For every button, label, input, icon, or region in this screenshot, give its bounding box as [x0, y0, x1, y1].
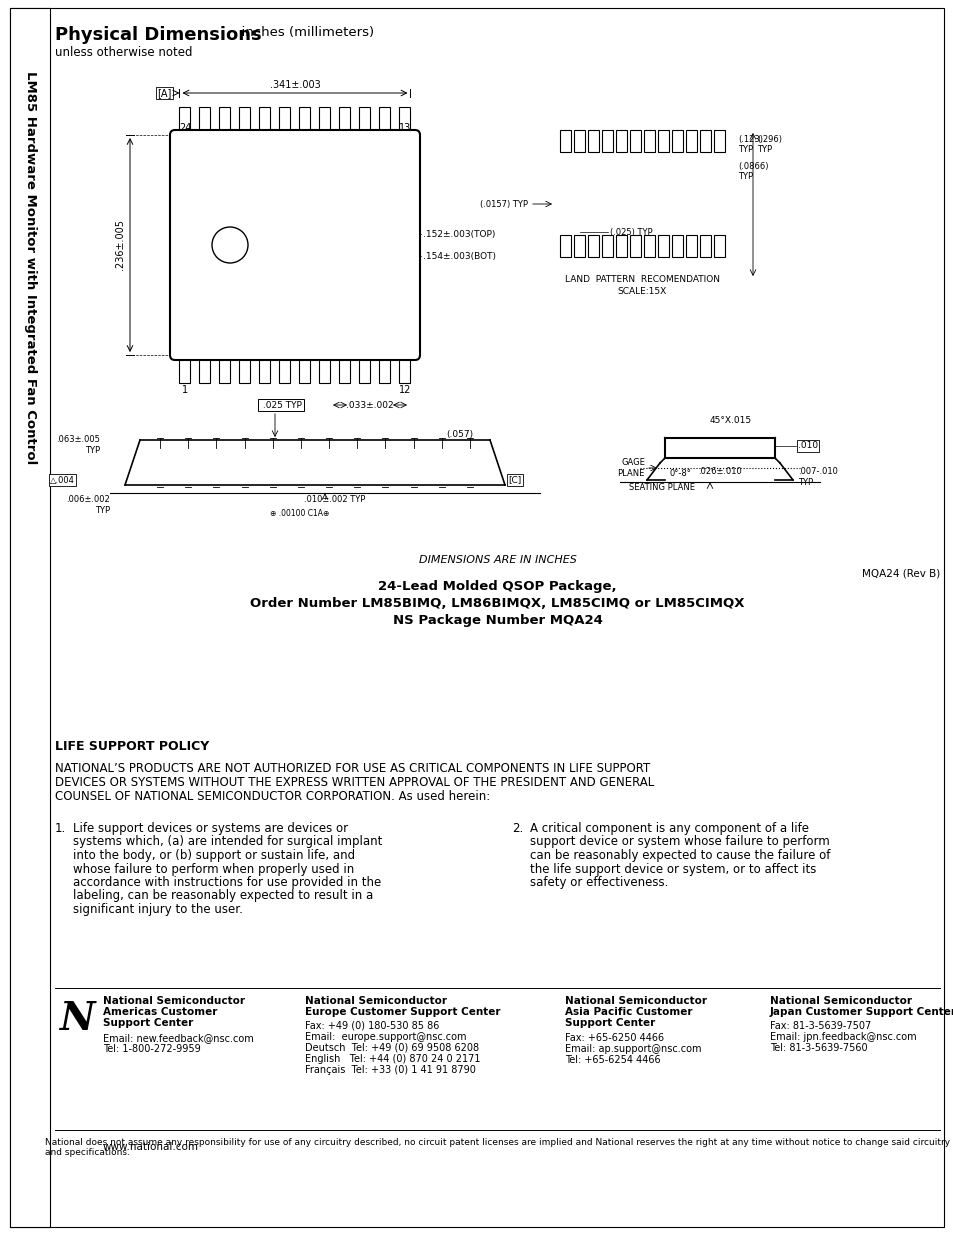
Text: can be reasonably expected to cause the failure of: can be reasonably expected to cause the … [530, 848, 830, 862]
Bar [359, 107, 370, 135]
Bar [616, 130, 626, 152]
Text: the life support device or system, or to affect its: the life support device or system, or to… [530, 862, 816, 876]
Bar [399, 354, 410, 383]
Bar [601, 235, 613, 257]
Bar [239, 107, 251, 135]
Bar [643, 235, 655, 257]
Text: .236±.005: .236±.005 [115, 220, 125, 270]
Bar [671, 235, 682, 257]
Text: Support Center: Support Center [103, 1018, 193, 1028]
Bar [629, 130, 640, 152]
Bar [339, 354, 350, 383]
Text: SCALE:15X: SCALE:15X [618, 287, 666, 296]
Text: Fax: 81-3-5639-7507: Fax: 81-3-5639-7507 [769, 1021, 870, 1031]
Text: .154±.003(BOT): .154±.003(BOT) [422, 252, 496, 261]
Bar [713, 235, 724, 257]
Bar [399, 107, 410, 135]
Text: (.0157) TYP: (.0157) TYP [479, 200, 527, 209]
Bar [658, 130, 668, 152]
Text: significant injury to the user.: significant injury to the user. [73, 903, 243, 916]
Text: systems which, (a) are intended for surgical implant: systems which, (a) are intended for surg… [73, 836, 382, 848]
Text: Email: ap.support@nsc.com: Email: ap.support@nsc.com [564, 1044, 700, 1053]
Bar [199, 354, 211, 383]
Bar [629, 235, 640, 257]
Text: LM85 Hardware Monitor with Integrated Fan Control: LM85 Hardware Monitor with Integrated Fa… [24, 72, 36, 464]
Bar [279, 354, 291, 383]
Text: English   Tel: +44 (0) 870 24 0 2171: English Tel: +44 (0) 870 24 0 2171 [305, 1053, 480, 1065]
Text: DIMENSIONS ARE IN INCHES: DIMENSIONS ARE IN INCHES [418, 555, 576, 564]
Text: 24: 24 [178, 124, 191, 133]
Text: Ν: Ν [59, 1000, 94, 1037]
Bar [700, 235, 710, 257]
Text: .026±.010: .026±.010 [698, 468, 741, 477]
Text: Français  Tel: +33 (0) 1 41 91 8790: Français Tel: +33 (0) 1 41 91 8790 [305, 1065, 476, 1074]
Text: Japan Customer Support Center: Japan Customer Support Center [769, 1007, 953, 1016]
Text: SEATING PLANE: SEATING PLANE [628, 483, 695, 492]
Text: 24-Lead Molded QSOP Package,: 24-Lead Molded QSOP Package, [377, 580, 617, 593]
Text: [C]: [C] [508, 475, 521, 484]
Text: www.national.com: www.national.com [103, 1142, 199, 1152]
Bar [559, 130, 571, 152]
Bar [643, 130, 655, 152]
Text: National does not assume any responsibility for use of any circuitry described, : National does not assume any responsibil… [45, 1137, 949, 1157]
Bar [219, 354, 231, 383]
Text: National Semiconductor: National Semiconductor [769, 995, 911, 1007]
Text: MQA24 (Rev B): MQA24 (Rev B) [861, 568, 939, 578]
Text: Order Number LM85BIMQ, LM86BIMQX, LM85CIMQ or LM85CIMQX: Order Number LM85BIMQ, LM86BIMQX, LM85CI… [250, 597, 744, 610]
Bar [574, 130, 584, 152]
Bar [671, 130, 682, 152]
Bar [319, 354, 330, 383]
Bar [601, 130, 613, 152]
Text: (.296)
TYP: (.296) TYP [757, 135, 781, 154]
Text: Email: new.feedback@nsc.com: Email: new.feedback@nsc.com [103, 1032, 253, 1044]
Text: .033±.002: .033±.002 [346, 400, 394, 410]
Text: .010: .010 [797, 441, 818, 451]
Bar [179, 354, 191, 383]
Bar [239, 354, 251, 383]
Text: NATIONAL’S PRODUCTS ARE NOT AUTHORIZED FOR USE AS CRITICAL COMPONENTS IN LIFE SU: NATIONAL’S PRODUCTS ARE NOT AUTHORIZED F… [55, 762, 650, 776]
Text: Deutsch  Tel: +49 (0) 69 9508 6208: Deutsch Tel: +49 (0) 69 9508 6208 [305, 1044, 478, 1053]
Bar [685, 130, 697, 152]
Text: LAND  PATTERN  RECOMENDATION: LAND PATTERN RECOMENDATION [564, 275, 720, 284]
Text: (.123)
TYP: (.123) TYP [738, 135, 762, 154]
Bar [658, 235, 668, 257]
Text: 45°X.015: 45°X.015 [709, 416, 751, 425]
Text: Asia Pacific Customer: Asia Pacific Customer [564, 1007, 692, 1016]
Text: 1.: 1. [55, 823, 66, 835]
Text: △.004: △.004 [51, 475, 75, 484]
Text: .010±.002 TYP: .010±.002 TYP [304, 495, 365, 505]
Text: 13: 13 [398, 124, 411, 133]
Text: 12: 12 [398, 385, 411, 395]
Text: (.0866)
TYP: (.0866) TYP [738, 162, 768, 182]
Text: Life support devices or systems are devices or: Life support devices or systems are devi… [73, 823, 348, 835]
Text: National Semiconductor: National Semiconductor [564, 995, 706, 1007]
Text: (.057): (.057) [446, 431, 473, 440]
Text: .152±.003(TOP): .152±.003(TOP) [422, 230, 495, 238]
Text: ⊕ .00100 C1A⊕: ⊕ .00100 C1A⊕ [270, 509, 329, 517]
Bar [713, 130, 724, 152]
Text: .025 TYP: .025 TYP [260, 400, 301, 410]
Text: GAGE
PLANE: GAGE PLANE [617, 458, 644, 478]
Text: 2.: 2. [512, 823, 523, 835]
Bar [259, 107, 271, 135]
Bar [587, 235, 598, 257]
Text: safety or effectiveness.: safety or effectiveness. [530, 876, 668, 889]
Bar [339, 107, 350, 135]
Text: whose failure to perform when properly used in: whose failure to perform when properly u… [73, 862, 354, 876]
FancyBboxPatch shape [170, 130, 419, 359]
Bar [359, 354, 370, 383]
Text: (.025) TYP: (.025) TYP [609, 227, 652, 236]
Text: Email:  europe.support@nsc.com: Email: europe.support@nsc.com [305, 1032, 466, 1042]
Text: unless otherwise noted: unless otherwise noted [55, 46, 193, 59]
Text: A critical component is any component of a life: A critical component is any component of… [530, 823, 809, 835]
Bar [559, 235, 571, 257]
Bar [379, 354, 390, 383]
Text: Fax: +65-6250 4466: Fax: +65-6250 4466 [564, 1032, 663, 1044]
Text: Europe Customer Support Center: Europe Customer Support Center [305, 1007, 500, 1016]
Text: Tel: +65-6254 4466: Tel: +65-6254 4466 [564, 1055, 659, 1065]
Bar [319, 107, 330, 135]
Bar [219, 107, 231, 135]
Bar [587, 130, 598, 152]
Bar [379, 107, 390, 135]
Bar [299, 354, 310, 383]
